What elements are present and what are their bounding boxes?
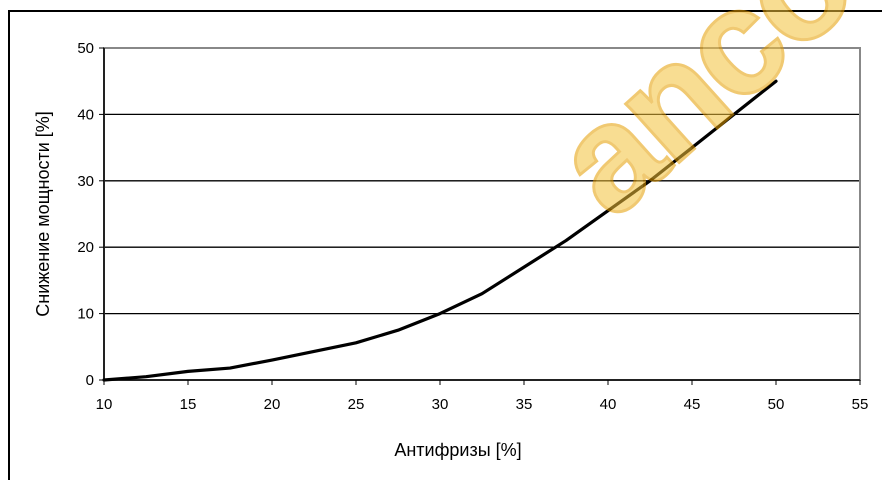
x-tick-label: 40 [600,396,617,413]
x-tick-label: 15 [180,396,197,413]
x-axis-title: Антифризы [%] [394,440,521,460]
y-tick-label: 40 [77,106,94,123]
x-tick-label: 35 [516,396,533,413]
y-tick-label: 50 [77,40,94,57]
chart-frame [8,10,882,480]
x-tick-label: 55 [852,396,869,413]
x-tick-label: 20 [264,396,281,413]
series-lines [102,79,778,382]
plot-area [103,47,861,381]
series-line [102,79,778,382]
x-tick-label: 30 [432,396,449,413]
y-axis-title: Снижение мощности [%] [33,111,53,317]
y-tick-label: 0 [86,372,94,389]
y-tick-label: 20 [77,239,94,256]
x-tick-label: 45 [684,396,701,413]
x-tick-label: 10 [96,396,113,413]
x-tick-label: 50 [768,396,785,413]
y-tick-label: 10 [77,306,94,323]
y-tick-label: 30 [77,173,94,190]
x-tick-label: 25 [348,396,365,413]
gridlines [104,113,860,315]
